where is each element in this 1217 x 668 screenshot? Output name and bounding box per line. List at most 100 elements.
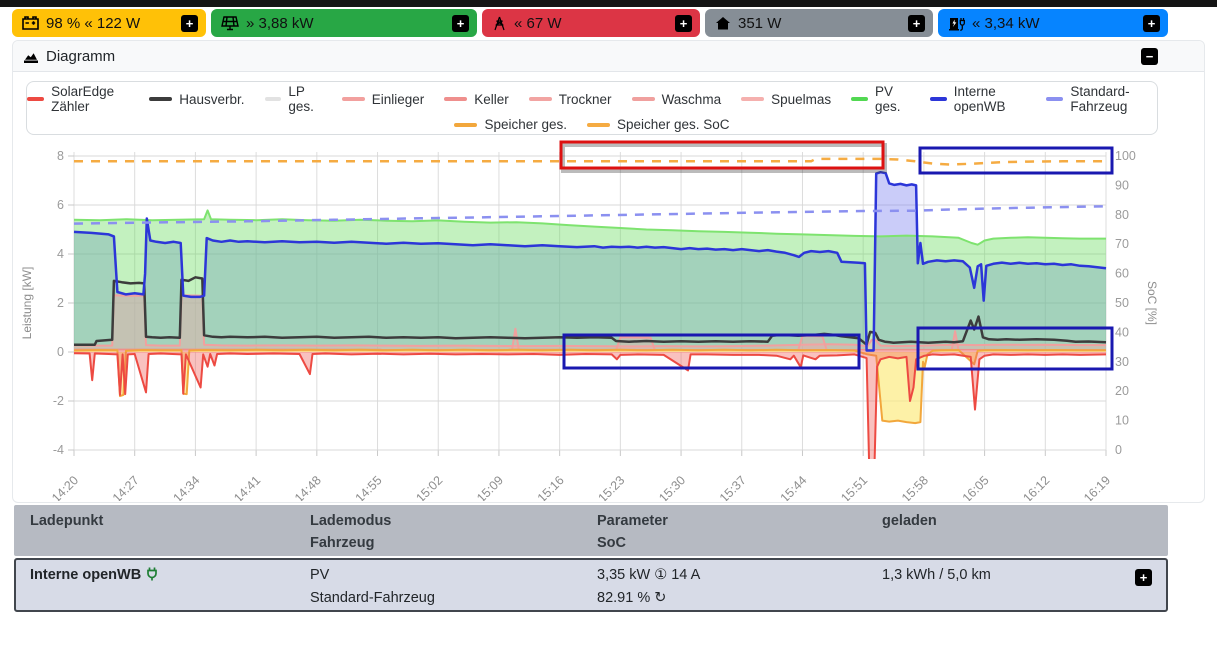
- legend-swatch: [851, 97, 868, 101]
- legend-swatch: [741, 97, 765, 101]
- header-parameter: Parameter: [597, 513, 668, 529]
- x-tick-label: 14:55: [353, 473, 385, 501]
- diagram-collapse-button[interactable]: −: [1141, 47, 1158, 65]
- legend-swatch: [341, 97, 365, 101]
- series-einlieger: [73, 294, 1106, 348]
- x-tick-label: 15:02: [413, 473, 445, 501]
- annotation-box: [916, 326, 1114, 371]
- x-tick-label: 15:09: [474, 473, 506, 501]
- legend-label: LP ges.: [288, 84, 314, 114]
- battery-status-text: 98 % « 122 W: [46, 14, 141, 32]
- series-pv_ges: [73, 209, 1106, 246]
- grid-status-chip[interactable]: « 67 W +: [482, 9, 700, 37]
- chargepoint-expand-row-button[interactable]: +: [1135, 569, 1152, 586]
- legend-item[interactable]: Einlieger: [341, 84, 424, 114]
- y-left-axis-title: Leistung [kW]: [20, 267, 34, 340]
- diagram-card: Diagramm − SolarEdge Zähler Hausverbr. LP …: [12, 40, 1205, 503]
- house-status-text: 351 W: [738, 14, 782, 32]
- series-hausverbr: [74, 276, 1107, 346]
- chargepoint-row[interactable]: Interne openWB PV Standard-Fahrzeug 3,35…: [14, 558, 1168, 612]
- y-left-tick-label: 0: [57, 345, 64, 359]
- y-right-tick-label: 70: [1115, 237, 1129, 251]
- chargepoint-name: Interne openWB: [30, 567, 142, 583]
- y-right-tick-label: 0: [1115, 443, 1122, 457]
- x-tick-label: 14:48: [292, 473, 324, 501]
- charge-parameter: 3,35 kW ① 14 A: [597, 567, 701, 583]
- annotation-box: [562, 333, 861, 370]
- battery-status-chip[interactable]: 98 % « 122 W +: [12, 9, 206, 37]
- chart-legend: SolarEdge Zähler Hausverbr. LP ges. Einlieg…: [26, 81, 1158, 135]
- series-solaredge: [73, 352, 1107, 459]
- charged-energy: 1,3 kWh / 5,0 km: [882, 567, 991, 583]
- y-right-axis-title: SoC [%]: [1145, 281, 1159, 325]
- legend-item[interactable]: Trockner: [528, 84, 612, 114]
- legend-item[interactable]: SolarEdge Zähler: [27, 84, 129, 114]
- legend-item[interactable]: Speicher ges.: [454, 117, 567, 132]
- pv-status-chip[interactable]: » 3,88 kW +: [211, 9, 477, 37]
- legend-item[interactable]: Hausverbr.: [149, 84, 245, 114]
- power-chart: 14:20 14:27 14:34 14:41 14:48 14:55 15:02 15:09…: [15, 139, 1200, 501]
- legend-item[interactable]: Spuelmas: [741, 84, 831, 114]
- y-left-tick-label: -4: [53, 443, 64, 457]
- y-right-tick-label: 60: [1115, 267, 1129, 281]
- y-right-tick-label: 30: [1115, 355, 1129, 369]
- legend-label: Waschma: [661, 91, 722, 107]
- legend-item[interactable]: Standard-Fahrzeug: [1046, 84, 1157, 114]
- legend-label: Keller: [474, 91, 509, 107]
- legend-swatch: [631, 97, 655, 101]
- y-left-tick-label: 8: [57, 149, 64, 163]
- battery-expand-button[interactable]: +: [181, 14, 198, 32]
- diagram-card-header: Diagramm −: [13, 41, 1204, 72]
- pv-status-text: » 3,88 kW: [246, 14, 314, 32]
- grid-expand-button[interactable]: +: [675, 14, 692, 32]
- x-tick-label: 14:20: [49, 473, 81, 501]
- legend-item[interactable]: PV ges.: [851, 84, 910, 114]
- x-tick-label: 16:12: [1020, 473, 1052, 501]
- legend-label: Spuelmas: [771, 91, 832, 107]
- legend-label: Trockner: [558, 91, 612, 107]
- y-right-tick-label: 50: [1115, 296, 1129, 310]
- chart-area-icon: [23, 49, 39, 64]
- vehicle-soc: 82.91 % ↻: [597, 590, 667, 606]
- y-left-tick-label: 6: [57, 198, 64, 212]
- x-tick-label: 15:30: [656, 473, 688, 501]
- legend-label: Speicher ges.: [484, 117, 567, 132]
- solar-panel-icon: [221, 15, 239, 31]
- x-tick-label: 15:16: [535, 473, 567, 501]
- chargepoint-status-text: « 3,34 kW: [972, 14, 1040, 32]
- house-expand-button[interactable]: +: [908, 14, 925, 32]
- legend-label: Standard-Fahrzeug: [1070, 84, 1130, 114]
- window-top-strip: [0, 0, 1217, 7]
- series-speicher_soc: [74, 157, 1106, 166]
- legend-swatch: [587, 122, 610, 127]
- power-chart-svg: 14:20 14:27 14:34 14:41 14:48 14:55 15:02 15:09…: [20, 140, 1159, 501]
- x-tick-label: 15:37: [717, 473, 749, 501]
- legend-label: SolarEdge Zähler: [51, 84, 115, 114]
- legend-row: Speicher ges. Speicher ges. SoC: [27, 117, 1157, 132]
- x-tick-label: 15:44: [778, 473, 810, 501]
- house-status-chip[interactable]: 351 W +: [705, 9, 933, 37]
- chargepoint-expand-button[interactable]: +: [1143, 14, 1160, 32]
- plug-connected-icon: [146, 567, 158, 585]
- legend-label: Speicher ges. SoC: [617, 117, 730, 132]
- grid-status-text: « 67 W: [514, 14, 562, 32]
- legend-item[interactable]: Interne openWB: [929, 84, 1027, 114]
- legend-item[interactable]: Keller: [444, 84, 509, 114]
- x-tick-label: 16:19: [1081, 473, 1113, 501]
- y-left-tick-label: -2: [53, 394, 64, 408]
- y-right-tick-label: 40: [1115, 325, 1129, 339]
- legend-item[interactable]: LP ges.: [264, 84, 322, 114]
- series-standard_fahrzeug_soc: [73, 205, 1107, 225]
- y-right-tick-label: 90: [1115, 178, 1129, 192]
- legend-item[interactable]: Speicher ges. SoC: [587, 117, 730, 132]
- chargepoint-status-chip[interactable]: « 3,34 kW +: [938, 9, 1168, 37]
- annotation-box: [559, 140, 885, 170]
- legend-swatch: [149, 97, 173, 101]
- legend-item[interactable]: Waschma: [631, 84, 722, 114]
- legend-label: Interne openWB: [953, 84, 1006, 114]
- pv-expand-button[interactable]: +: [452, 14, 469, 32]
- x-tick-label: 15:51: [838, 473, 870, 501]
- legend-swatch: [528, 97, 552, 101]
- x-tick-label: 16:05: [960, 473, 992, 501]
